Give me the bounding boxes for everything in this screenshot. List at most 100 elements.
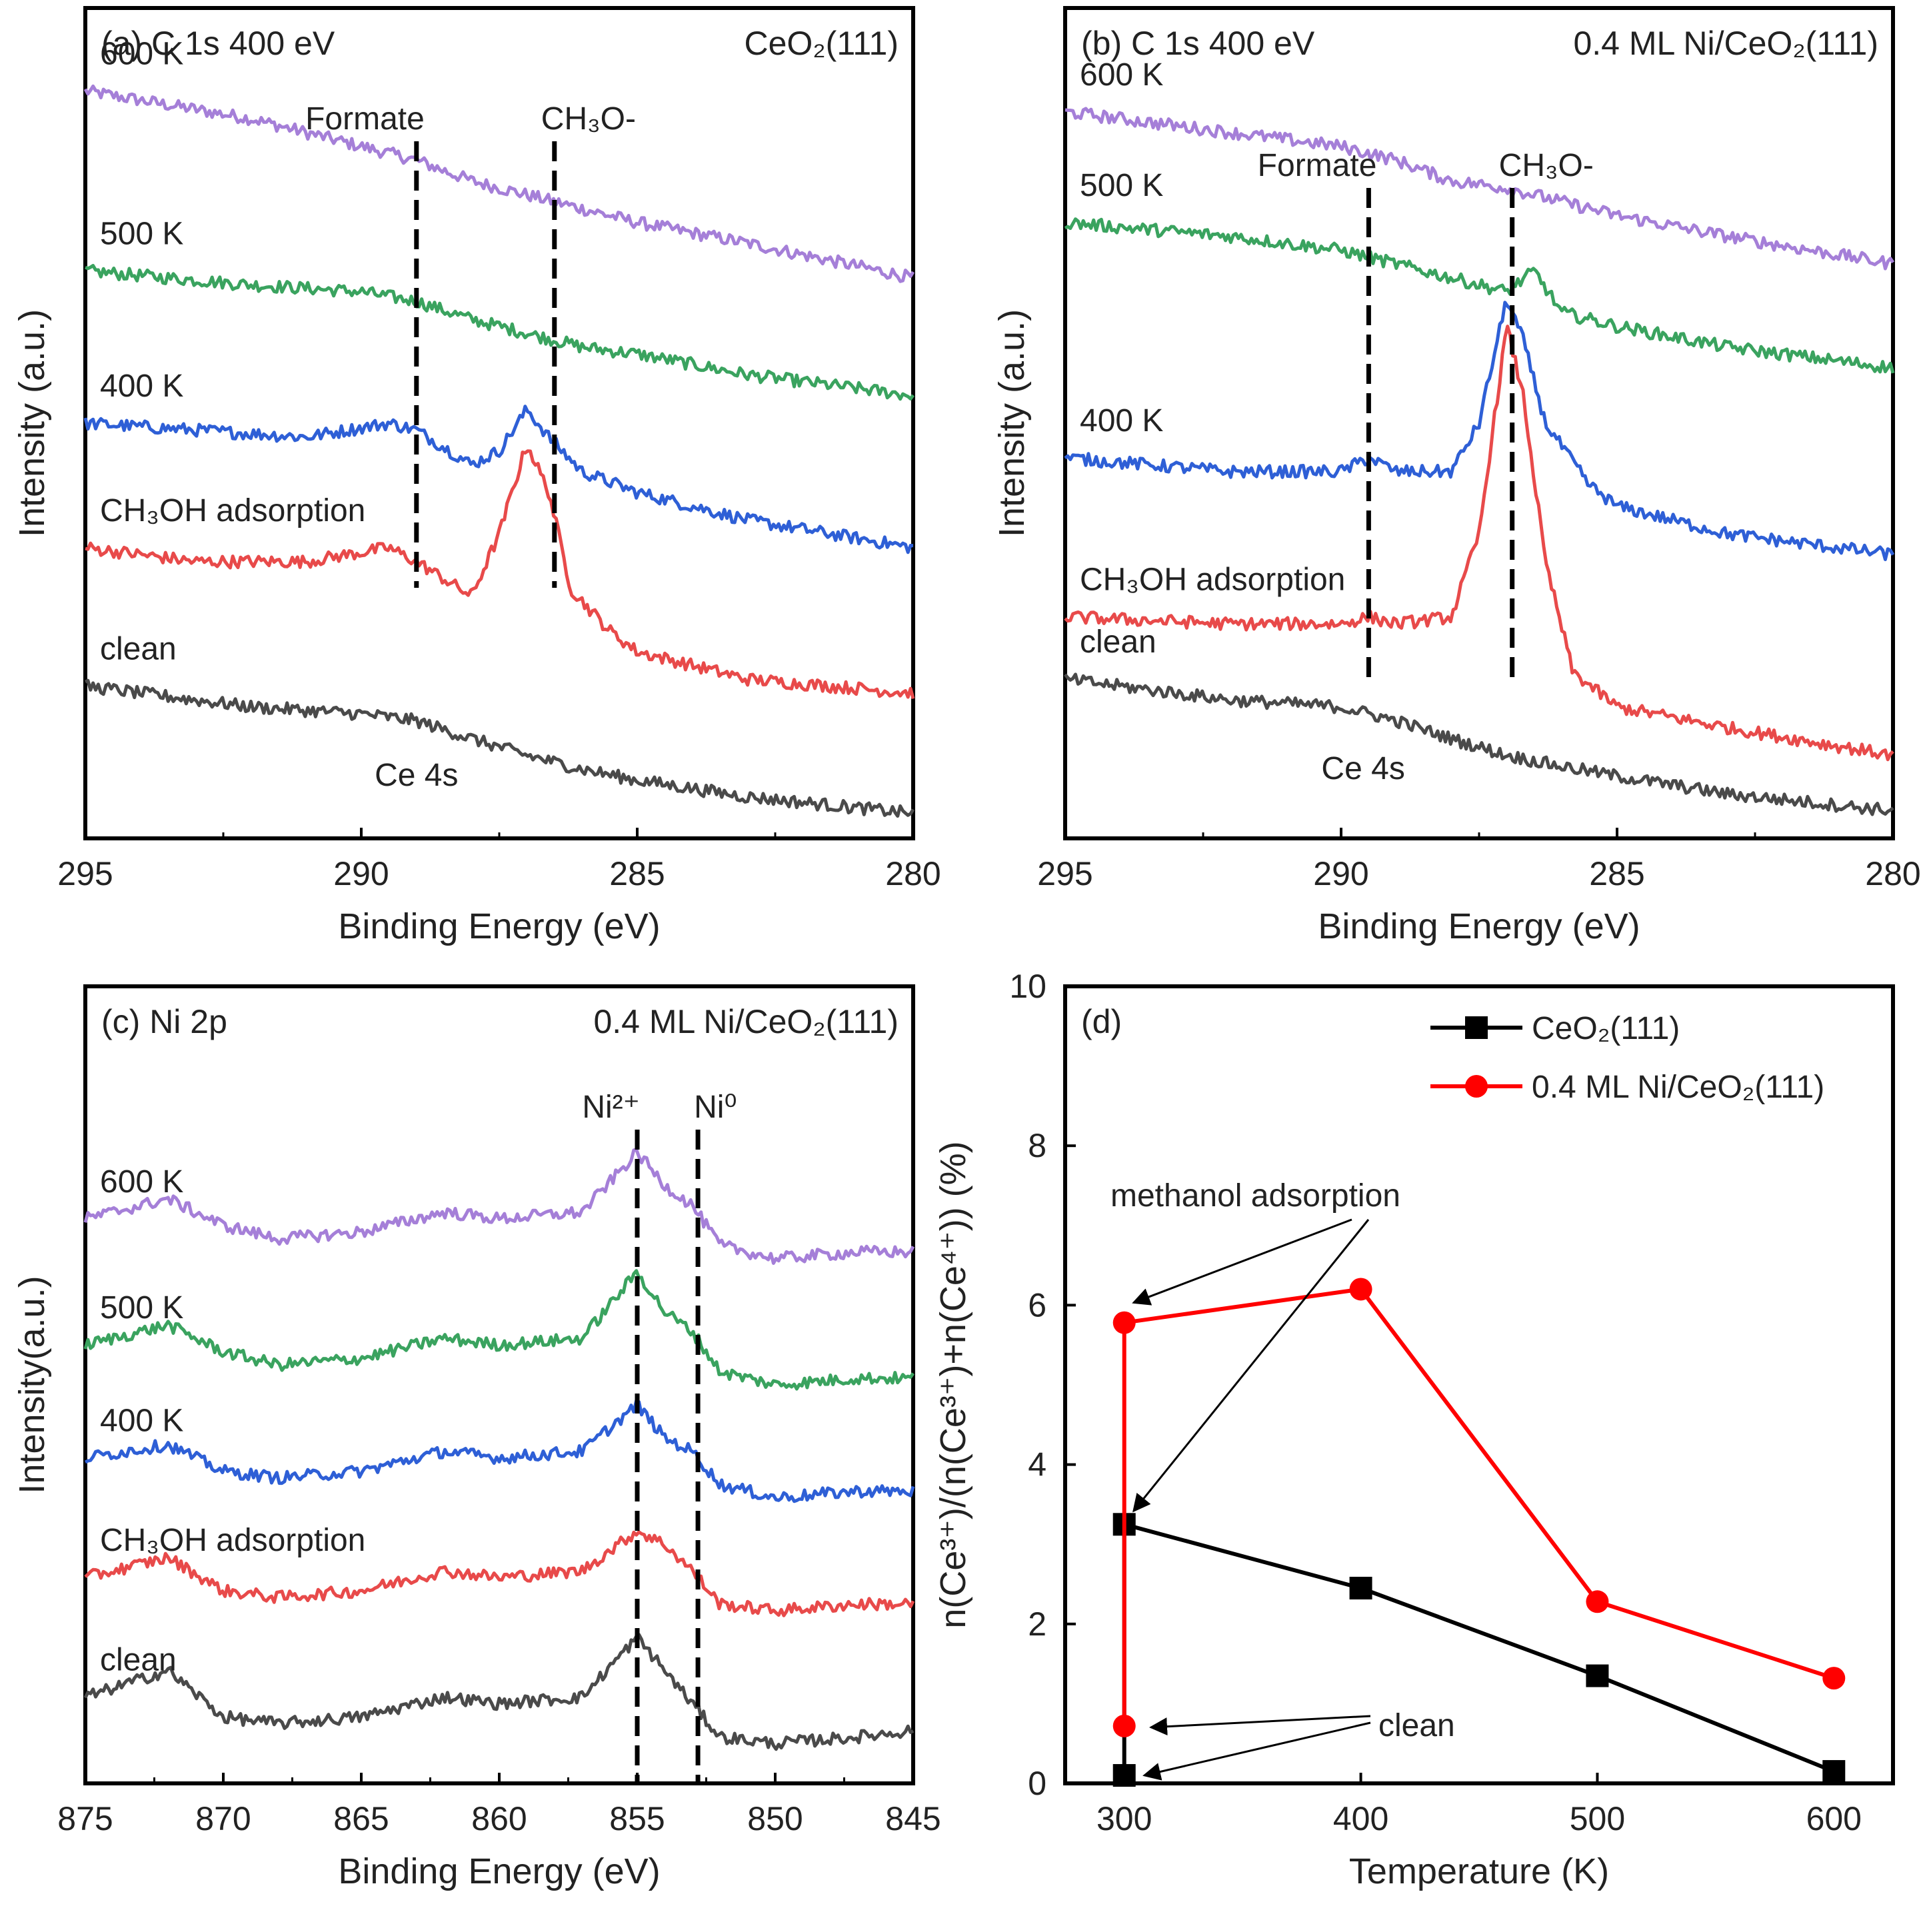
peak-label: Formate: [305, 101, 425, 137]
legend-label: CeO₂(111): [1532, 1011, 1680, 1046]
legend-swatch-marker: [1465, 1075, 1488, 1098]
x-tick-label: 865: [333, 1800, 389, 1837]
data-point: [1349, 1576, 1372, 1599]
series-line-4: [84, 678, 915, 818]
annotation-arrow: [1142, 1721, 1371, 1781]
sample-label: 0.4 ML Ni/CeO₂(111): [593, 1003, 899, 1040]
x-tick-label: 870: [195, 1800, 251, 1837]
x-tick-label: 855: [609, 1800, 665, 1837]
data-point: [1112, 1311, 1136, 1334]
panel-label: (b) C 1s 400 eV: [1081, 25, 1315, 62]
data-point: [1112, 1714, 1136, 1737]
series-line-1: [1122, 1287, 1835, 1726]
annotation-label: Ce 4s: [375, 758, 458, 793]
y-axis-title: n(Ce³⁺)/(n(Ce³⁺)+n(Ce⁴⁺)) (%): [933, 1141, 973, 1628]
y-axis-title: Intensity (a.u.): [992, 309, 1032, 537]
y-tick-label: 4: [1028, 1446, 1046, 1483]
peak-label: CH₃O-: [541, 101, 636, 137]
y-tick-label: 2: [1028, 1605, 1046, 1643]
peak-label: Formate: [1258, 148, 1377, 183]
series-line-0: [1122, 1521, 1835, 1775]
x-axis-title: Binding Energy (eV): [1318, 906, 1640, 946]
series-label: clean: [1080, 624, 1156, 660]
series-label: CH₃OH adsorption: [100, 1523, 365, 1558]
y-tick-label: 0: [1028, 1765, 1046, 1802]
x-tick-label: 280: [885, 855, 941, 892]
y-axis-title: Intensity(a.u.): [12, 1276, 52, 1493]
x-tick-label: 600: [1806, 1800, 1862, 1837]
annotation-label: methanol adsorption: [1110, 1178, 1400, 1214]
data-point: [1822, 1667, 1846, 1690]
series-line-1: [83, 1269, 915, 1391]
x-tick-label: 400: [1333, 1800, 1388, 1837]
series-line-1: [1064, 217, 1895, 374]
x-tick-label: 285: [1589, 855, 1644, 892]
series-label: CH₃OH adsorption: [100, 493, 365, 528]
panel-label: (c) Ni 2p: [101, 1003, 227, 1040]
x-axis-title: Temperature (K): [1349, 1851, 1609, 1891]
series-line-3: [85, 449, 915, 700]
series-label: clean: [100, 632, 177, 667]
series-label: 500 K: [100, 1290, 183, 1326]
series-label: 500 K: [100, 217, 183, 252]
data-point: [1586, 1590, 1609, 1613]
series-label: 400 K: [1080, 403, 1163, 439]
peak-label: CH₃O-: [1499, 148, 1594, 183]
peak-label: Ni⁰: [694, 1090, 737, 1125]
x-tick-label: 290: [1313, 855, 1368, 892]
x-tick-label: 295: [57, 855, 113, 892]
series-label: clean: [100, 1642, 177, 1677]
x-tick-label: 875: [57, 1800, 113, 1837]
series-line-0: [1064, 107, 1895, 271]
x-tick-label: 860: [471, 1800, 527, 1837]
data-point: [1349, 1278, 1372, 1301]
y-tick-label: 10: [1009, 968, 1046, 1005]
data-point: [1112, 1764, 1136, 1787]
x-tick-label: 850: [747, 1800, 803, 1837]
x-axis-title: Binding Energy (eV): [338, 906, 660, 946]
data-point: [1822, 1760, 1846, 1783]
y-tick-label: 6: [1028, 1286, 1046, 1324]
series-line-0: [83, 1148, 915, 1265]
x-tick-label: 295: [1037, 855, 1092, 892]
series-line-3: [1064, 325, 1894, 762]
series-label: 400 K: [100, 369, 183, 404]
data-point: [1586, 1664, 1609, 1687]
annotation-label: Ce 4s: [1321, 751, 1404, 786]
annotation-label: clean: [1378, 1708, 1455, 1743]
series-label: 600 K: [1080, 57, 1163, 93]
series-line-2: [84, 1399, 915, 1503]
sample-label: 0.4 ML Ni/CeO₂(111): [1573, 25, 1878, 62]
series-line-4: [1064, 672, 1894, 816]
annotation-arrow: [1132, 1219, 1370, 1513]
series-line-0: [83, 84, 915, 283]
plot-frame: [83, 6, 915, 840]
x-tick-label: 285: [609, 855, 665, 892]
x-tick-label: 845: [885, 1800, 941, 1837]
y-axis-title: Intensity (a.u.): [12, 309, 52, 537]
x-tick-label: 300: [1096, 1800, 1152, 1837]
x-tick-label: 280: [1865, 855, 1920, 892]
x-axis-title: Binding Energy (eV): [338, 1851, 660, 1891]
annotation-arrow: [1149, 1715, 1371, 1736]
series-line-2: [83, 405, 914, 554]
sample-label: CeO₂(111): [744, 25, 899, 62]
legend-label: 0.4 ML Ni/CeO₂(111): [1532, 1070, 1824, 1105]
series-label: 600 K: [100, 37, 183, 72]
series-label: CH₃OH adsorption: [1080, 562, 1345, 598]
panel-label: (a) C 1s 400 eV: [101, 25, 335, 62]
series-line-3: [84, 1530, 915, 1617]
series-label: 600 K: [100, 1164, 183, 1200]
x-tick-label: 500: [1570, 1800, 1625, 1837]
legend-swatch-marker: [1465, 1016, 1488, 1039]
annotation-arrow: [1132, 1218, 1352, 1306]
series-line-4: [83, 1633, 915, 1751]
series-label: 400 K: [100, 1404, 183, 1439]
x-tick-label: 290: [333, 855, 389, 892]
peak-label: Ni²⁺: [582, 1090, 640, 1125]
series-label: 500 K: [1080, 168, 1163, 203]
y-tick-label: 8: [1028, 1127, 1046, 1164]
series-line-1: [85, 264, 915, 401]
